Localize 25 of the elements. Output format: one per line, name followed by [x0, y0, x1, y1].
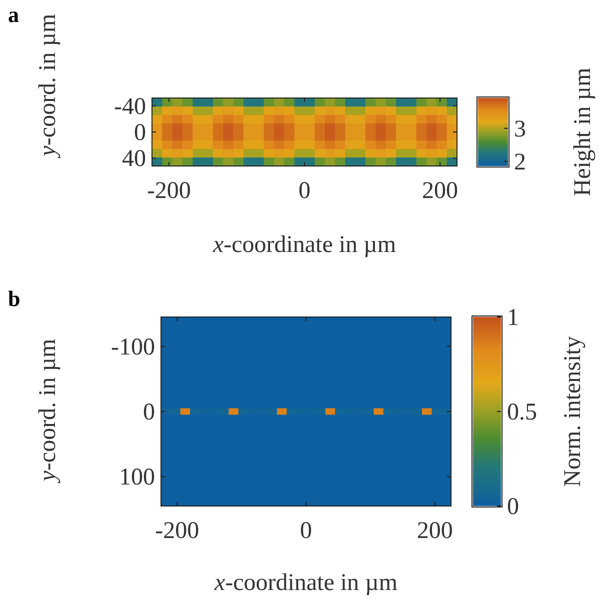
color-bar-title: Norm. intensity [560, 336, 586, 487]
y-axis-title: y-coord. in µm [35, 338, 61, 484]
y-tick-label: 0 [134, 120, 146, 146]
text: a [8, 2, 19, 27]
color-bar-label: 2 [514, 149, 526, 176]
x-tick-label: -200 [146, 178, 191, 204]
x-tick-label: 200 [422, 178, 458, 204]
x-tick-label: 0 [298, 178, 310, 204]
color-bar-label: 0.5 [507, 400, 537, 426]
x-axis-title: x-coordinate in µm [213, 570, 398, 596]
color-bar-label: 3 [514, 116, 526, 142]
color-bar-label: 1 [507, 305, 519, 331]
x-tick-label: -200 [155, 518, 200, 544]
color-bar-label: 0 [507, 494, 519, 520]
y-axis-title: y-coord. in µm [35, 13, 61, 158]
y-tick-label: 100 [119, 464, 155, 491]
y-tick-label: -40 [114, 94, 146, 120]
x-tick-label: 200 [416, 518, 453, 544]
text: b [8, 286, 20, 311]
y-tick-label: 40 [122, 146, 146, 172]
x-axis-title: x-coordinate in µm [212, 232, 396, 258]
y-tick-label: -100 [111, 334, 155, 360]
color-bar-title: Height in µm [570, 67, 596, 196]
y-tick-label: 0 [143, 400, 155, 426]
x-tick-label: 0 [300, 518, 312, 544]
